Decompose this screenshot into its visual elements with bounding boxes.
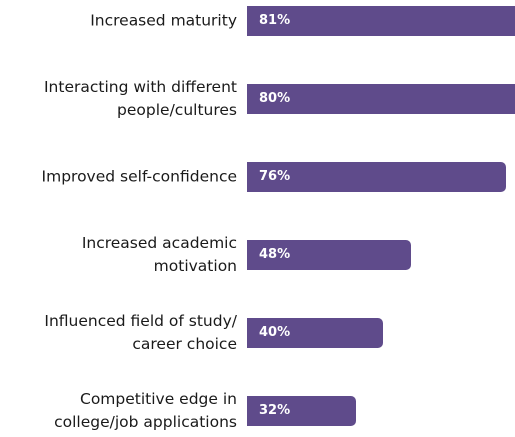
bar: [247, 318, 384, 348]
category-label: Interacting with different people/cultur…: [43, 78, 237, 119]
value-label: 48%: [259, 247, 291, 262]
value-label: 80%: [259, 91, 291, 106]
value-label: 40%: [259, 325, 291, 340]
bar: [247, 240, 411, 270]
category-label: Improved self-confidence: [41, 167, 237, 186]
bar: [247, 6, 515, 36]
value-label: 76%: [259, 169, 291, 184]
bar: [247, 162, 507, 192]
value-label: 32%: [259, 403, 291, 418]
category-label: Increased maturity: [90, 11, 237, 30]
bar: [247, 84, 515, 114]
category-label: Competitive edge in college/job applicat…: [54, 390, 237, 431]
category-label: Increased academic motivation: [81, 234, 237, 275]
category-label: Influenced field of study/ career choice: [44, 312, 237, 353]
bar: [247, 396, 357, 426]
value-label: 81%: [259, 13, 291, 28]
